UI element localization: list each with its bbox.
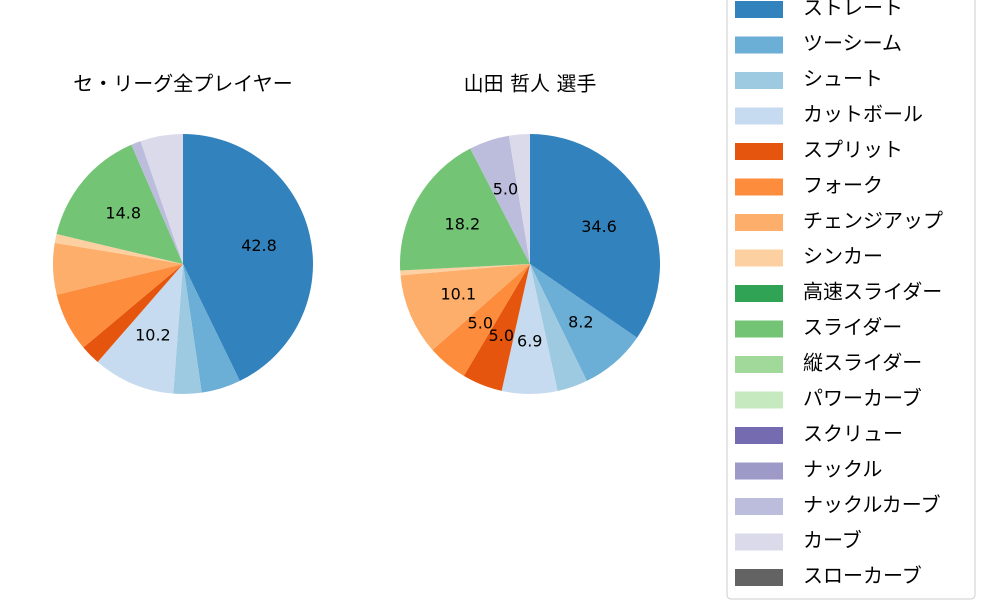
chart-title: セ・リーグ全プレイヤー [73, 72, 292, 96]
value-label: 10.1 [441, 284, 477, 303]
pie-slice [56, 264, 183, 348]
legend-swatch [735, 36, 783, 54]
legend-swatch [735, 569, 783, 586]
pie-slice [131, 141, 183, 264]
legend-label: フォーク [803, 173, 883, 197]
value-label: 18.2 [445, 215, 481, 234]
pie-slice [83, 264, 183, 363]
legend-label: パワーカーブ [803, 386, 922, 410]
value-label: 8.2 [568, 313, 593, 332]
pie-slice [432, 264, 530, 376]
pie-slice [400, 264, 530, 350]
pie-slice [183, 264, 240, 393]
pie-slice [173, 264, 202, 395]
legend-swatch [735, 1, 783, 18]
value-label: 10.2 [135, 325, 171, 344]
legend-label: シュート [803, 67, 883, 91]
value-label: 42.8 [241, 236, 277, 255]
pie-slice [508, 134, 530, 264]
legend-swatch [735, 391, 783, 409]
value-label: 5.0 [468, 314, 493, 333]
value-label: 34.6 [581, 217, 617, 236]
pie-slice [399, 148, 530, 271]
value-label: 6.9 [517, 331, 542, 350]
legend-frame [726, 0, 976, 600]
legend-label: 高速スライダー [803, 280, 942, 304]
value-label: 5.0 [493, 179, 518, 198]
pie-slice [530, 264, 587, 392]
legend-label: スプリット [803, 138, 903, 162]
legend-swatch [735, 107, 783, 125]
legend-label: スローカーブ [803, 564, 922, 588]
legend-swatch [735, 72, 783, 89]
legend-label: スクリュー [803, 422, 903, 446]
pie-slice [53, 242, 183, 295]
value-label: 5.0 [489, 326, 514, 345]
pie-slice [183, 134, 313, 381]
pie-slice [400, 264, 530, 276]
legend-label: ツーシーム [803, 31, 902, 55]
legend-swatch [735, 178, 783, 196]
legend-swatch [735, 320, 783, 338]
pie-slice [56, 144, 183, 264]
chart-title: 山田 哲人 選手 [464, 72, 597, 96]
pie-slice [470, 135, 530, 264]
legend-label: カーブ [803, 528, 862, 552]
legend-label: 縦スライダー [803, 351, 922, 375]
pie-slice [54, 234, 183, 264]
legend-swatch [735, 356, 783, 373]
pie-slice [501, 264, 558, 395]
pie-slice [530, 134, 660, 338]
legend-label: シンカー [803, 244, 883, 268]
legend-swatch [735, 143, 783, 160]
legend-label: チェンジアップ [803, 209, 943, 233]
pie-slice [530, 264, 638, 381]
legend-label: スライダー [803, 315, 902, 339]
legend-label: カットボール [803, 102, 923, 126]
legend-swatch [735, 427, 783, 444]
legend-label: ナックル [803, 457, 882, 481]
legend-label: ストレート [803, 0, 903, 20]
legend-swatch [735, 533, 783, 551]
legend-label: ナックルカーブ [803, 493, 941, 517]
legend-swatch [735, 498, 783, 515]
value-label: 14.8 [105, 203, 141, 222]
legend-swatch [735, 214, 783, 231]
pie-slice [97, 264, 183, 394]
pie-slice [140, 134, 183, 264]
legend-swatch [735, 285, 783, 302]
legend-swatch [735, 462, 783, 480]
pie-slice [463, 264, 530, 391]
legend-swatch [735, 249, 783, 267]
